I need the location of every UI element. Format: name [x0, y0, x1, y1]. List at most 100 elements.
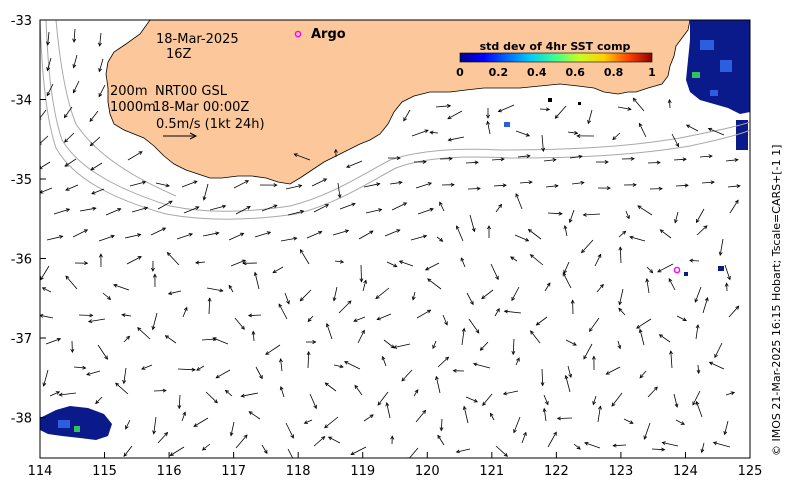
current-vector-head	[524, 237, 530, 242]
current-vector-head	[143, 206, 149, 211]
current-vector	[530, 254, 544, 266]
current-vector-head	[195, 206, 200, 210]
current-vector-head	[98, 67, 102, 73]
current-vector	[670, 350, 673, 369]
current-vector-head	[498, 203, 503, 208]
current-vector-head	[455, 449, 460, 454]
current-vector-head	[643, 435, 648, 440]
lon-tick-label: 117	[221, 464, 246, 479]
current-vector	[386, 402, 391, 419]
contour-label: 1000m	[110, 100, 156, 115]
current-vector-head	[354, 384, 359, 389]
current-vector	[675, 184, 689, 187]
lat-tick-label: -36	[11, 253, 32, 268]
current-vector-head	[40, 276, 44, 281]
current-vector	[729, 200, 739, 214]
current-vector	[668, 278, 676, 291]
current-vector-head	[221, 204, 227, 209]
current-vector-head	[123, 452, 128, 457]
current-vector	[719, 238, 724, 256]
argo-legend-label: Argo	[311, 27, 346, 42]
current-vector-head	[582, 212, 587, 217]
current-vector	[541, 368, 544, 386]
current-vector-head	[347, 300, 352, 305]
current-vector	[126, 256, 142, 265]
current-vector	[425, 262, 440, 271]
current-vector	[338, 300, 352, 314]
current-vector-head	[98, 42, 102, 47]
argo-float-marker[interactable]	[673, 266, 681, 274]
current-vector-head	[327, 436, 333, 441]
current-vector-head	[450, 182, 455, 187]
current-vector	[660, 229, 672, 239]
current-vector-head	[422, 409, 427, 414]
current-vector-head	[554, 114, 559, 119]
current-vector	[623, 418, 634, 424]
current-vector	[495, 445, 508, 457]
current-vector	[137, 327, 151, 340]
current-vector-head	[714, 353, 718, 359]
current-vector	[64, 158, 77, 167]
current-vector-head	[486, 120, 490, 125]
current-vector-head	[324, 424, 329, 429]
lon-tick-label: 119	[350, 464, 375, 479]
current-vector	[625, 210, 630, 219]
current-vector	[300, 249, 310, 265]
current-vector	[511, 286, 520, 301]
current-vector-head	[63, 114, 68, 119]
current-vector	[701, 181, 715, 184]
current-vector-head	[378, 208, 383, 213]
current-vector-head	[403, 117, 407, 122]
current-vector-head	[605, 371, 610, 375]
current-vector	[596, 284, 604, 293]
current-vector	[695, 324, 699, 340]
current-vector	[354, 385, 363, 396]
current-vector-head	[707, 127, 713, 132]
current-vector	[415, 410, 426, 423]
current-vector-head	[390, 435, 395, 440]
current-vector-head	[251, 330, 256, 335]
current-vector-head	[525, 133, 531, 137]
current-vector-head	[312, 340, 317, 344]
argo-legend-marker	[294, 30, 302, 38]
current-vector	[123, 367, 127, 384]
current-vector	[122, 314, 132, 317]
current-vector-head	[546, 282, 551, 287]
lon-tick-label: 120	[415, 464, 440, 479]
current-vector	[724, 420, 729, 435]
current-vector	[447, 110, 463, 120]
current-vector	[702, 297, 708, 314]
current-vector	[248, 314, 262, 316]
current-vector-head	[649, 269, 654, 274]
current-vector-head	[292, 459, 295, 463]
current-vector	[153, 390, 166, 392]
current-vector-head	[473, 398, 478, 403]
current-vector-head	[447, 115, 452, 120]
lat-tick-label: -37	[11, 332, 32, 347]
current-vector-head	[286, 300, 290, 305]
current-vector-head	[65, 187, 70, 191]
lat-tick-label: -34	[11, 94, 32, 109]
current-vector	[254, 231, 271, 238]
current-vector	[456, 448, 471, 453]
current-vector-head	[72, 38, 77, 43]
current-vector	[494, 308, 500, 317]
current-vector	[40, 314, 54, 319]
current-vector	[584, 442, 601, 449]
current-vector-head	[692, 401, 697, 406]
current-vector-head	[65, 208, 71, 213]
current-vector-head	[554, 184, 559, 188]
current-vector-head	[113, 283, 118, 288]
current-vector	[261, 444, 268, 454]
current-vector	[490, 263, 499, 280]
current-vector	[127, 151, 143, 161]
current-vector-head	[87, 319, 93, 324]
current-vector	[40, 265, 50, 281]
current-vector	[152, 312, 158, 330]
current-vector-head	[674, 219, 678, 224]
current-vector-head	[375, 295, 380, 300]
current-vector	[241, 392, 259, 397]
lat-tick-label: -38	[11, 412, 32, 427]
current-vector	[709, 362, 725, 370]
current-vector-head	[481, 295, 486, 300]
